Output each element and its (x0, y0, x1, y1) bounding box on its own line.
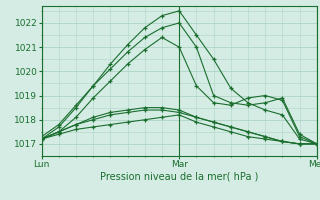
X-axis label: Pression niveau de la mer( hPa ): Pression niveau de la mer( hPa ) (100, 172, 258, 182)
